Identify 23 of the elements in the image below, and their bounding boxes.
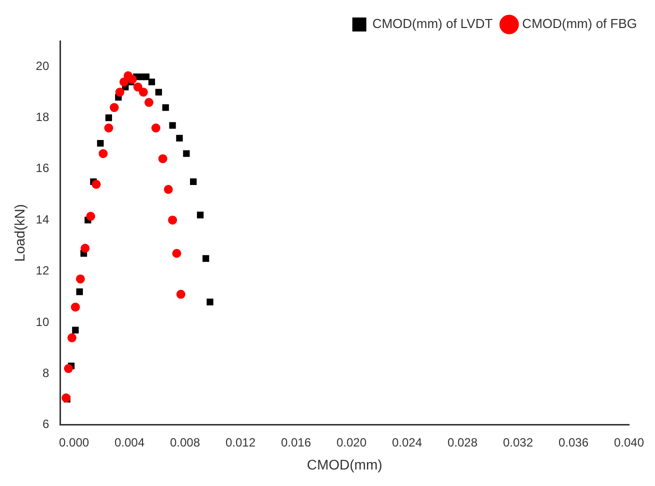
y-tick-label: 16 bbox=[36, 161, 50, 176]
x-tick-label: 0.028 bbox=[447, 435, 478, 450]
y-tick-label: 14 bbox=[36, 212, 50, 226]
y-tick-label: 8 bbox=[42, 366, 50, 380]
y-tick-label: 10 bbox=[36, 314, 50, 329]
x-axis-title: CMOD(mm) bbox=[306, 456, 382, 472]
x-tick-label: 0.004 bbox=[114, 435, 145, 450]
x-tick-label: 0.012 bbox=[225, 435, 256, 450]
y-tick-label: 18 bbox=[36, 110, 50, 124]
legend-label: CMOD(mm) of FBG bbox=[522, 16, 638, 32]
legend-label: CMOD(mm) of LVDT bbox=[372, 16, 493, 32]
x-tick-label: 0.016 bbox=[280, 435, 312, 450]
x-tick-label: 0.020 bbox=[336, 435, 367, 450]
y-tick-label: 6 bbox=[42, 417, 50, 432]
y-tick-label: 12 bbox=[36, 264, 50, 278]
x-tick-label: 0.036 bbox=[558, 435, 589, 450]
x-tick-label: 0.032 bbox=[502, 435, 534, 450]
y-axis-title: Load(kN) bbox=[11, 204, 28, 262]
x-tick-label: 0.008 bbox=[170, 435, 200, 450]
x-tick-label: 0.040 bbox=[614, 435, 644, 450]
y-tick-label: 20 bbox=[36, 58, 50, 73]
x-tick-label: 0.000 bbox=[59, 435, 90, 450]
x-tick-label: 0.024 bbox=[392, 435, 422, 450]
